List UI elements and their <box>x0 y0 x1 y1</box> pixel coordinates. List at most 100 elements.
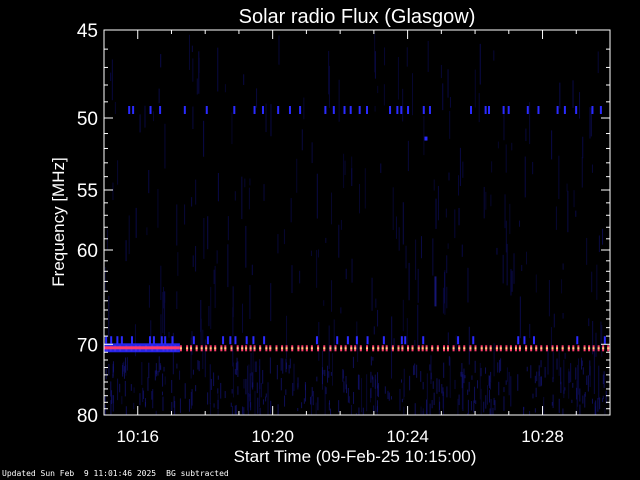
band-blip <box>245 336 248 345</box>
noise-streak <box>558 349 560 376</box>
band-spike-peak <box>514 347 517 350</box>
noise-streak <box>168 331 170 338</box>
noise-streak <box>446 255 448 274</box>
noise-streak <box>158 88 160 104</box>
noise-streak <box>350 404 352 415</box>
noise-streak <box>123 361 125 372</box>
noise-streak <box>108 295 110 338</box>
band-spike-peak <box>220 347 223 350</box>
noise-streak-low <box>461 363 463 378</box>
band-blip <box>472 336 475 345</box>
noise-streak-low <box>602 374 604 385</box>
noise-streak <box>535 274 537 293</box>
band-spike-peak <box>518 347 521 350</box>
band-blip <box>222 336 225 345</box>
noise-streak <box>558 155 560 200</box>
noise-streak-low <box>538 365 540 376</box>
noise-streak-low <box>582 367 584 375</box>
noise-streak <box>245 225 247 268</box>
noise-streak-low <box>110 390 112 404</box>
noise-streak <box>383 84 385 106</box>
noise-streak <box>241 303 243 333</box>
noise-streak-low <box>571 399 573 403</box>
noise-streak-low <box>104 395 106 402</box>
noise-streak-low <box>560 381 562 393</box>
noise-streak <box>315 402 317 415</box>
band-blip <box>537 106 540 114</box>
band-blip <box>105 336 108 345</box>
noise-streak-low <box>112 361 114 372</box>
band-spike-peak <box>236 347 239 350</box>
band-blip <box>366 336 369 345</box>
noise-streak <box>589 107 591 139</box>
noise-streak-low <box>195 385 197 392</box>
noise-streak <box>595 332 597 357</box>
noise-streak-low <box>587 375 589 392</box>
noise-streak-low <box>255 361 257 373</box>
noise-streak <box>588 318 590 327</box>
noise-streak <box>581 157 583 188</box>
noise-streak-low <box>370 371 372 383</box>
noise-streak-low <box>438 379 440 392</box>
noise-streak <box>224 84 226 93</box>
y-axis: 45 50 55 60 70 80 <box>77 21 610 427</box>
noise-streak <box>497 141 499 149</box>
noise-streak <box>125 364 127 376</box>
noise-streak <box>570 363 572 383</box>
noise-streak <box>552 351 554 379</box>
noise-streak <box>461 374 463 410</box>
noise-streak-low <box>485 367 487 374</box>
noise-streak-low <box>329 408 331 415</box>
noise-streak <box>577 364 579 407</box>
band-spike-peak <box>401 347 404 350</box>
noise-streak <box>267 382 269 415</box>
band-spike-peak <box>425 347 428 350</box>
noise-streak-low <box>324 369 326 376</box>
noise-streak <box>330 192 332 225</box>
noise-streak <box>412 73 414 116</box>
y-tick-label: 55 <box>77 181 98 202</box>
noise-streak <box>366 374 368 412</box>
noise-streak <box>263 184 265 201</box>
band-blip <box>152 336 155 345</box>
noise-streak <box>586 237 588 265</box>
noise-streak-low <box>198 360 200 372</box>
noise-streak-low <box>104 404 106 415</box>
noise-streak-low <box>327 365 329 383</box>
noise-streak <box>590 107 592 137</box>
noise-streak <box>299 270 301 284</box>
band-spike-peak <box>417 347 420 350</box>
noise-streak <box>338 224 340 258</box>
band-blip <box>346 336 349 345</box>
plot-frame <box>103 29 611 416</box>
noise-streak-low <box>234 405 236 415</box>
noise-streak-low <box>217 388 219 394</box>
band-blip <box>349 106 352 114</box>
noise-streak-low <box>436 378 438 394</box>
noise-streak <box>555 206 557 230</box>
noise-streak-low <box>443 362 445 378</box>
noise-streak <box>435 198 437 229</box>
noise-streak-low <box>243 407 245 415</box>
noise-streak-low <box>432 381 434 389</box>
noise-streak <box>217 173 219 202</box>
band-blip <box>234 336 237 345</box>
noise-streak <box>414 340 416 346</box>
noise-streak-low <box>377 383 379 398</box>
noise-streak-low <box>470 401 472 411</box>
noise-streak <box>325 237 327 243</box>
x-tick-label: 10:24 <box>386 427 429 446</box>
noise-streak-low <box>599 397 601 410</box>
noise-streak <box>479 43 481 85</box>
noise-streak <box>521 264 523 272</box>
noise-streak-low <box>439 401 441 411</box>
noise-streak-low <box>584 391 586 397</box>
noise-streak-low <box>387 390 389 400</box>
noise-streak <box>114 101 116 115</box>
noise-streak <box>162 286 164 309</box>
band-blip <box>563 106 566 114</box>
noise-streak-low <box>188 398 190 412</box>
noise-streak <box>232 307 234 337</box>
noise-streak <box>402 299 404 332</box>
